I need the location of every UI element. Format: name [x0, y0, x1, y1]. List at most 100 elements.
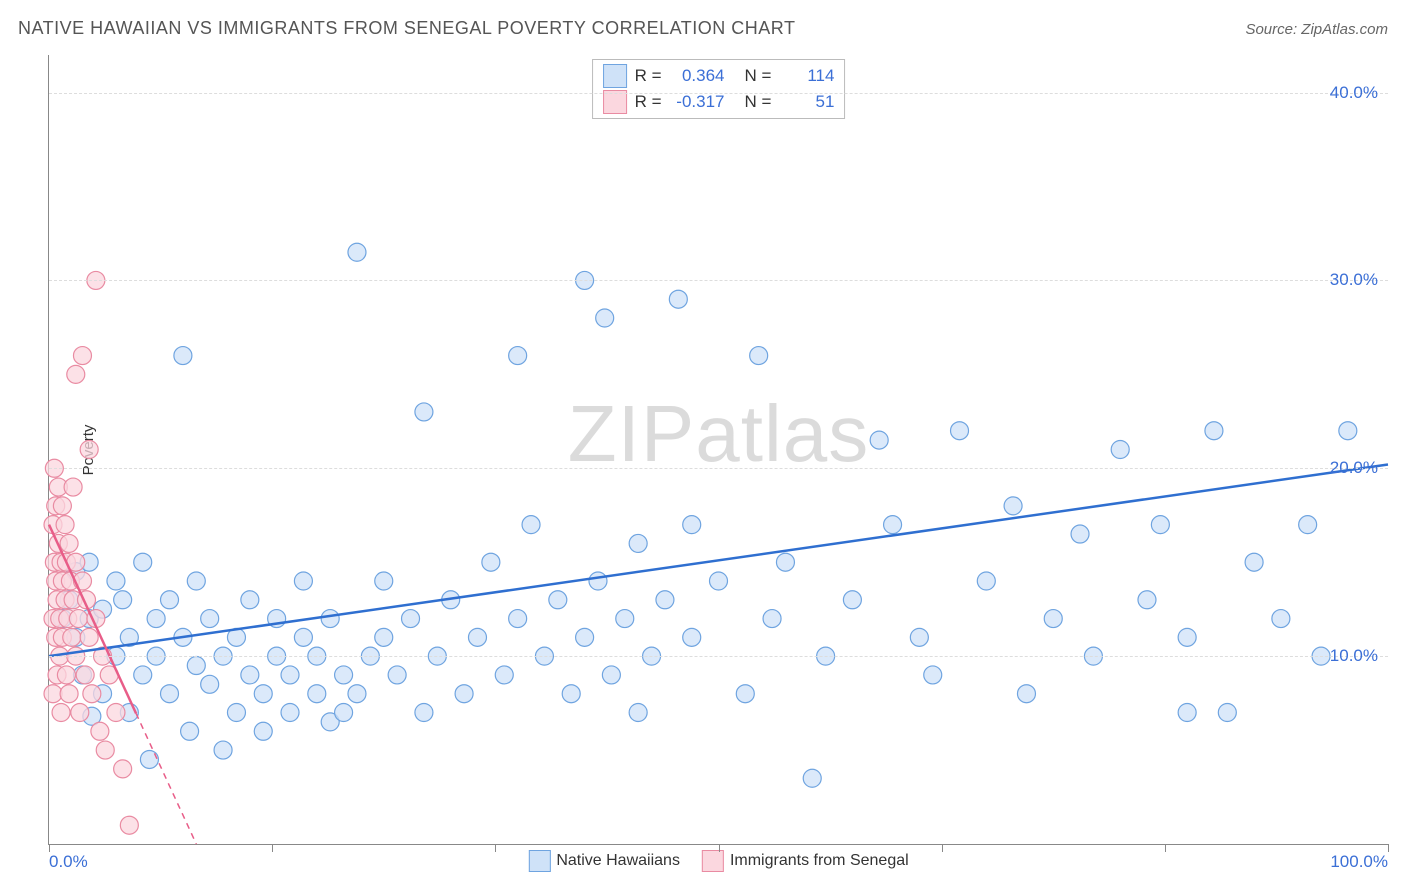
data-point [1339, 422, 1357, 440]
r-label: R = [635, 66, 662, 86]
data-point [63, 628, 81, 646]
data-point [294, 628, 312, 646]
data-point [616, 610, 634, 628]
series-legend: Native Hawaiians Immigrants from Senegal [528, 850, 908, 872]
data-point [281, 704, 299, 722]
data-point [52, 704, 70, 722]
data-point [335, 704, 353, 722]
data-point [201, 675, 219, 693]
data-point [201, 610, 219, 628]
data-point [629, 534, 647, 552]
x-tick [1165, 844, 1166, 852]
legend-row-series-b: R = -0.317 N = 51 [603, 90, 835, 114]
data-point [321, 610, 339, 628]
legend-label-b: Immigrants from Senegal [730, 852, 909, 870]
legend-swatch-a [603, 64, 627, 88]
data-point [73, 347, 91, 365]
data-point [187, 657, 205, 675]
data-point [522, 516, 540, 534]
data-point [161, 685, 179, 703]
data-point [44, 685, 62, 703]
data-point [776, 553, 794, 571]
data-point [415, 704, 433, 722]
data-point [254, 685, 272, 703]
data-point [348, 243, 366, 261]
data-point [107, 704, 125, 722]
data-point [241, 666, 259, 684]
data-point [174, 347, 192, 365]
data-point [549, 591, 567, 609]
data-point [910, 628, 928, 646]
data-point [91, 722, 109, 740]
legend-swatch-a-icon [528, 850, 550, 872]
data-point [71, 704, 89, 722]
data-point [69, 610, 87, 628]
data-point [710, 572, 728, 590]
data-point [509, 610, 527, 628]
data-point [114, 591, 132, 609]
data-point [669, 290, 687, 308]
data-point [656, 591, 674, 609]
n-value-b: 51 [779, 92, 834, 112]
gridline-h [49, 93, 1388, 94]
x-tick [942, 844, 943, 852]
data-point [335, 666, 353, 684]
data-point [924, 666, 942, 684]
chart-header: NATIVE HAWAIIAN VS IMMIGRANTS FROM SENEG… [18, 18, 1388, 39]
data-point [977, 572, 995, 590]
data-point [736, 685, 754, 703]
data-point [1272, 610, 1290, 628]
data-point [1299, 516, 1317, 534]
data-point [1218, 704, 1236, 722]
data-point [843, 591, 861, 609]
data-point [80, 628, 98, 646]
data-point [67, 365, 85, 383]
data-point [375, 572, 393, 590]
data-point [589, 572, 607, 590]
data-point [1205, 422, 1223, 440]
data-point [1138, 591, 1156, 609]
x-tick-label: 0.0% [49, 852, 88, 872]
data-point [53, 497, 71, 515]
y-tick-label: 40.0% [1330, 83, 1378, 103]
y-tick-label: 10.0% [1330, 646, 1378, 666]
data-point [602, 666, 620, 684]
n-label: N = [745, 92, 772, 112]
data-point [683, 628, 701, 646]
data-point [951, 422, 969, 440]
data-point [562, 685, 580, 703]
data-point [1178, 628, 1196, 646]
data-point [114, 760, 132, 778]
r-label: R = [635, 92, 662, 112]
correlation-legend: R = 0.364 N = 114 R = -0.317 N = 51 [592, 59, 846, 119]
data-point [576, 628, 594, 646]
data-point [596, 309, 614, 327]
trend-line [49, 465, 1388, 657]
data-point [683, 516, 701, 534]
chart-source: Source: ZipAtlas.com [1245, 21, 1388, 38]
data-point [147, 610, 165, 628]
data-point [1151, 516, 1169, 534]
data-point [83, 685, 101, 703]
x-tick [1388, 844, 1389, 852]
data-point [495, 666, 513, 684]
data-point [120, 816, 138, 834]
gridline-h [49, 280, 1388, 281]
data-point [107, 572, 125, 590]
x-tick [272, 844, 273, 852]
data-point [56, 516, 74, 534]
data-point [1111, 441, 1129, 459]
data-point [870, 431, 888, 449]
data-point [1245, 553, 1263, 571]
data-point [482, 553, 500, 571]
data-point [60, 685, 78, 703]
data-point [1004, 497, 1022, 515]
data-point [64, 478, 82, 496]
data-point [415, 403, 433, 421]
data-point [187, 572, 205, 590]
legend-item-a: Native Hawaiians [528, 850, 680, 872]
data-point [60, 534, 78, 552]
n-label: N = [745, 66, 772, 86]
r-value-a: 0.364 [670, 66, 725, 86]
x-tick-label: 100.0% [1330, 852, 1388, 872]
